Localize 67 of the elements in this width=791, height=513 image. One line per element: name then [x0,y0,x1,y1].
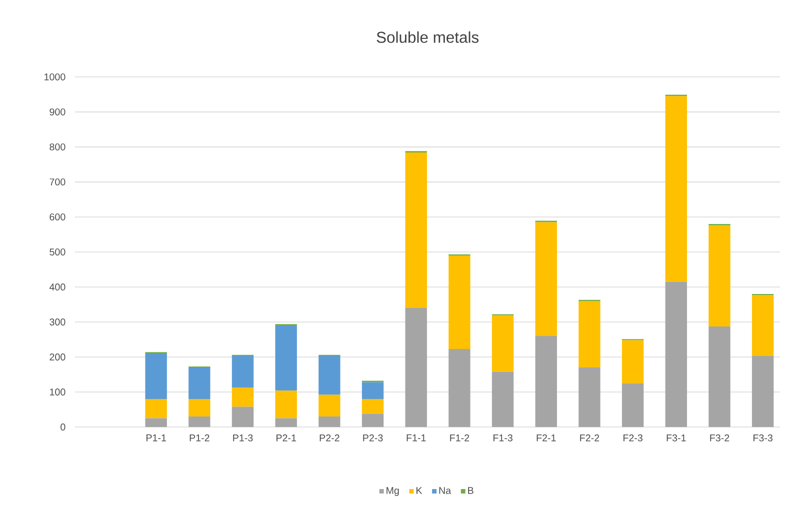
legend-label: Na [439,487,452,494]
bar [275,418,297,428]
y-tick-label: 800 [50,144,66,151]
bar [752,356,774,428]
bar [448,349,470,428]
bar [318,416,340,428]
x-tick-label: F1-3 [493,434,512,442]
bar [188,368,210,400]
bar [665,282,687,428]
y-tick-label: 1000 [44,74,66,80]
y-tick-label: 100 [50,388,66,396]
x-tick-label: F2-2 [580,434,600,442]
y-tick-label: 500 [50,248,66,256]
bar [275,390,297,418]
bar [188,416,210,428]
bar [752,295,774,356]
y-tick-label: 0 [60,424,66,431]
x-tick-label: F2-3 [624,434,642,442]
bar [145,354,167,400]
bar [275,326,297,391]
y-tick-label: 600 [50,214,66,221]
y-tick-label: 700 [50,178,66,186]
x-tick-label: F3-1 [666,434,686,442]
bar [535,336,557,428]
x-tick-label: F2-1 [536,434,556,442]
legend-label: K [416,487,422,494]
y-tick-label: 400 [49,284,66,291]
bar [145,418,167,428]
y-tick-label: 900 [50,108,66,116]
legend-label: Mg [386,487,399,496]
x-tick-label: F1-1 [406,434,426,442]
x-tick-label: P1-2 [190,434,210,442]
bar [232,406,254,428]
bar [362,399,384,414]
bar [145,399,167,418]
bar [578,368,600,428]
bar [665,96,687,282]
x-tick-label: F3-3 [754,434,772,442]
bar [405,308,427,428]
bar [318,356,340,395]
bar [492,315,514,372]
x-tick-label: P2-1 [276,434,296,442]
x-tick-label: F3-2 [710,434,730,442]
bar [232,356,254,388]
bar [318,394,340,417]
bar [622,340,644,384]
chart-title: Soluble metals [376,31,479,43]
bar [448,256,470,350]
x-tick-label: P1-1 [146,434,166,442]
bar [405,152,427,308]
bar [708,225,730,327]
bar [578,301,600,368]
x-tick-label: P1-3 [233,434,253,442]
x-tick-label: F1-2 [450,434,470,442]
legend-label: B [468,487,474,494]
bar [492,372,514,428]
bar [535,222,557,336]
bar [188,399,210,417]
bar [362,414,384,428]
bar [708,326,730,428]
x-tick-label: P2-2 [320,434,340,442]
x-tick-label: P2-3 [363,434,383,442]
bar [622,383,644,428]
y-tick-label: 300 [50,318,66,326]
bar [362,382,384,400]
bar [232,388,254,407]
y-tick-label: 200 [50,354,66,361]
